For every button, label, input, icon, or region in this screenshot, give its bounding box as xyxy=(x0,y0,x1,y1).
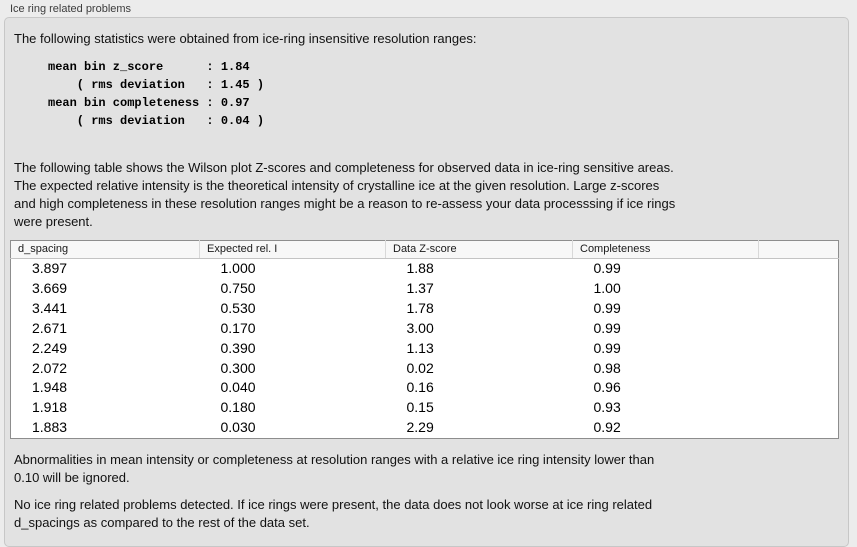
cell-col2: 0.15 xyxy=(406,399,434,416)
table-row[interactable]: 3.897 1.000 1.88 0.99 xyxy=(11,259,839,279)
column-header-completeness[interactable]: Completeness xyxy=(572,240,759,259)
table-row[interactable]: 3.669 0.750 1.37 1.00 xyxy=(11,279,839,299)
cell-col2: 3.00 xyxy=(406,319,434,336)
cell-col1: 0.030 xyxy=(220,419,256,436)
cell-col2: 1.13 xyxy=(406,339,434,356)
cell-col3: 0.96 xyxy=(593,379,621,396)
cell-spacer xyxy=(759,299,839,319)
cell-col2: 1.88 xyxy=(406,260,434,276)
conclusion-text: No ice ring related problems detected. I… xyxy=(14,497,653,530)
cell-col3: 1.00 xyxy=(593,279,621,296)
cell-col1: 0.530 xyxy=(220,299,256,316)
cell-col0: 1.883 xyxy=(32,419,68,436)
cell-spacer xyxy=(759,319,839,339)
cell-col3: 0.99 xyxy=(593,299,621,316)
cell-col3: 0.99 xyxy=(593,319,621,336)
stats-block: mean bin z_score : 1.84 ( rms deviation … xyxy=(48,60,265,128)
cell-col0: 3.441 xyxy=(32,299,68,316)
ignore-note-text: Abnormalities in mean intensity or compl… xyxy=(14,452,655,485)
table-header: d_spacing Expected rel. I Data Z-score C… xyxy=(10,240,839,259)
table-row[interactable]: 2.671 0.170 3.00 0.99 xyxy=(11,319,839,339)
table-row[interactable]: 2.249 0.390 1.13 0.99 xyxy=(11,339,839,359)
cell-spacer xyxy=(759,378,839,398)
table-row[interactable]: 3.441 0.530 1.78 0.99 xyxy=(11,299,839,319)
cell-col0: 2.072 xyxy=(32,359,68,376)
cell-spacer xyxy=(759,279,839,299)
cell-col0: 3.669 xyxy=(32,279,68,296)
cell-col2: 1.37 xyxy=(406,279,434,296)
cell-col1: 0.040 xyxy=(220,379,256,396)
table-row[interactable]: 1.918 0.180 0.15 0.93 xyxy=(11,398,839,418)
cell-col1: 0.300 xyxy=(220,359,256,376)
cell-col0: 3.897 xyxy=(32,260,68,276)
column-header-d-spacing[interactable]: d_spacing xyxy=(10,240,200,259)
table-row[interactable]: 2.072 0.300 0.02 0.98 xyxy=(11,359,839,379)
cell-col2: 0.16 xyxy=(406,379,434,396)
stats-intro-text: The following statistics were obtained f… xyxy=(14,31,477,46)
table-body: 3.897 1.000 1.88 0.99 3.669 0.750 1.37 1.00 3.44… xyxy=(11,259,839,439)
table-intro-text: The following table shows the Wilson plo… xyxy=(14,160,676,229)
cell-col2: 2.29 xyxy=(406,419,434,436)
table-row[interactable]: 1.883 0.030 2.29 0.92 xyxy=(11,418,839,438)
cell-col1: 0.390 xyxy=(220,339,256,356)
cell-spacer xyxy=(759,398,839,418)
column-header-expected-rel-i[interactable]: Expected rel. I xyxy=(199,240,386,259)
cell-col0: 1.918 xyxy=(32,399,68,416)
column-header-data-z-score[interactable]: Data Z-score xyxy=(385,240,573,259)
cell-col0: 2.249 xyxy=(32,339,68,356)
cell-col1: 0.170 xyxy=(220,319,256,336)
ice-ring-table: d_spacing Expected rel. I Data Z-score C… xyxy=(10,240,839,440)
cell-spacer xyxy=(759,418,839,438)
cell-col3: 0.98 xyxy=(593,359,621,376)
cell-col1: 0.750 xyxy=(220,279,256,296)
cell-col2: 0.02 xyxy=(406,359,434,376)
cell-col3: 0.99 xyxy=(593,339,621,356)
cell-spacer xyxy=(759,259,839,279)
table-row[interactable]: 1.948 0.040 0.16 0.96 xyxy=(11,378,839,398)
cell-col1: 0.180 xyxy=(220,399,256,416)
cell-col1: 1.000 xyxy=(220,260,256,276)
cell-col0: 1.948 xyxy=(32,379,68,396)
cell-spacer xyxy=(759,339,839,359)
cell-col3: 0.93 xyxy=(593,399,621,416)
cell-spacer xyxy=(759,359,839,379)
cell-col0: 2.671 xyxy=(32,319,68,336)
column-header-spacer xyxy=(758,240,839,259)
groupbox-title: Ice ring related problems xyxy=(10,3,132,15)
cell-col2: 1.78 xyxy=(406,299,434,316)
cell-col3: 0.99 xyxy=(593,260,621,276)
cell-col3: 0.92 xyxy=(593,419,621,436)
